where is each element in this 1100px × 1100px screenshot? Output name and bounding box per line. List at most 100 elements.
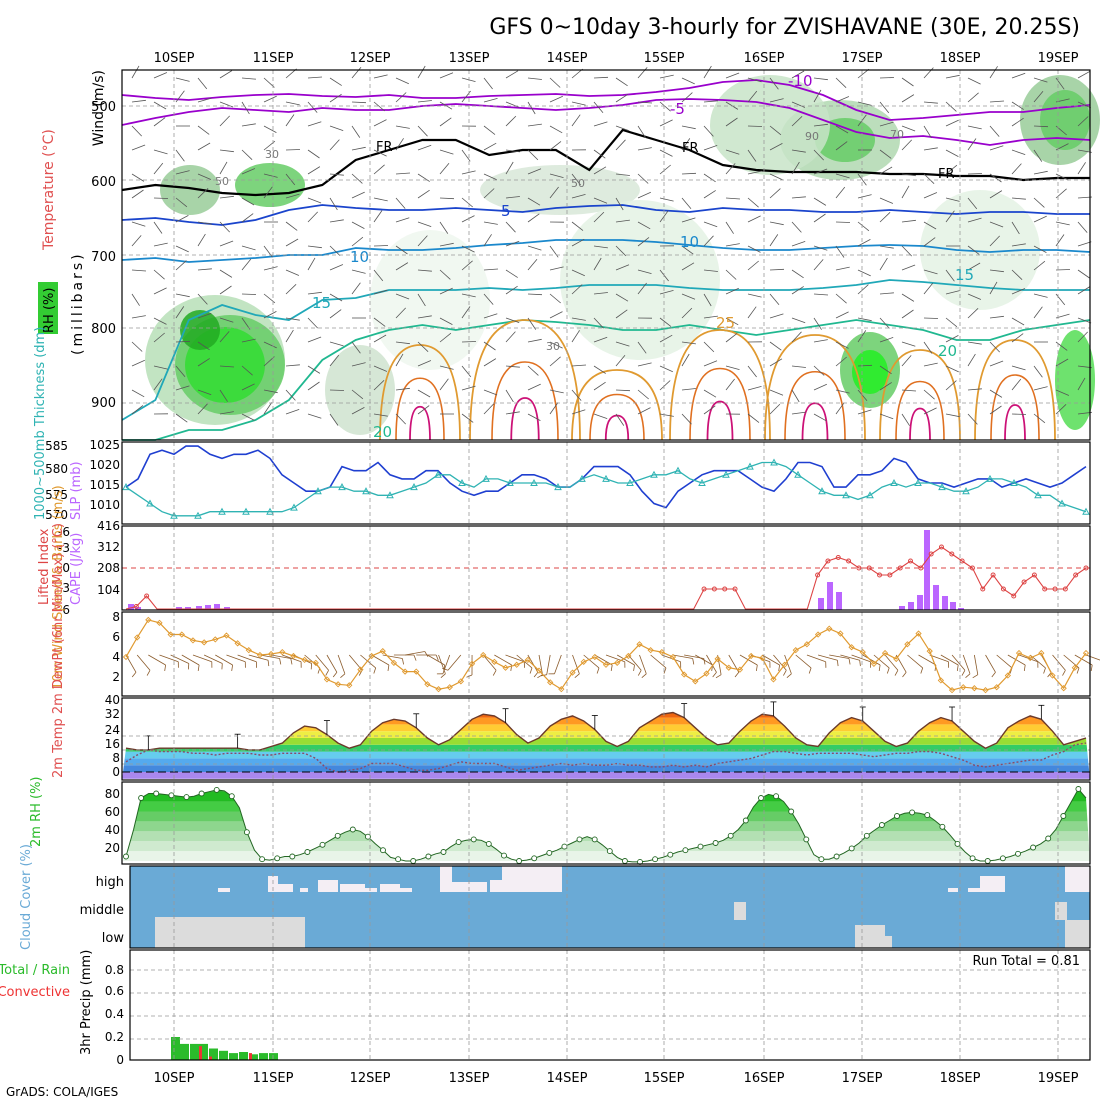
upper-wind-barb: [901, 125, 916, 132]
upper-wind-barb: [1077, 162, 1086, 175]
thickness-line: [125, 461, 1087, 517]
upper-wind-barb: [593, 257, 602, 271]
upper-wind-barb: [263, 125, 277, 133]
wind-barb-flag: [808, 667, 812, 674]
upper-wind-barb: [989, 360, 1004, 367]
wind-barb: [527, 654, 539, 673]
upper-wind-barb: [153, 162, 164, 175]
upper-wind-barb: [967, 262, 981, 271]
rh-point: [334, 832, 341, 839]
upper-wind-barb: [505, 411, 520, 415]
upper-wind-barb: [285, 114, 295, 127]
wind-barb: [985, 654, 996, 673]
upper-wind-barb: [879, 365, 892, 375]
rh-shade: [920, 190, 1040, 310]
rh-point: [561, 843, 568, 850]
upper-wind-barb: [285, 238, 299, 247]
upper-wind-barb: [989, 405, 1002, 415]
wind-barb-flag: [783, 670, 787, 676]
wind-barb: [371, 654, 390, 666]
upper-wind-barb: [879, 257, 888, 271]
upper-wind-barb: [945, 119, 959, 127]
upper-wind-barb: [461, 170, 476, 175]
upper-wind-barb: [1011, 288, 1026, 295]
upper-wind-barb: [857, 194, 872, 199]
high-cloud-block: [300, 888, 308, 892]
precip-tick: 0.4: [105, 1007, 124, 1021]
upper-wind-barb: [681, 413, 692, 425]
upper-wind-barb: [813, 168, 828, 175]
high-cloud-block: [340, 884, 365, 892]
li-tick: -6: [58, 525, 70, 539]
date-label: 11SEP: [253, 51, 294, 66]
upper-wind-barb: [527, 149, 539, 161]
wind-speed-point: [480, 651, 487, 659]
upper-wind-barb: [923, 341, 933, 354]
wind-barb: [482, 654, 497, 671]
precip-panel: Total / Rain Convective 3hr Precip (mm) …: [0, 950, 1090, 1067]
wind-barb-flag: [537, 674, 543, 679]
upper-wind-barb: [1033, 306, 1043, 319]
wind-barb-flag: [164, 664, 166, 671]
upper-wind-barb: [1033, 245, 1047, 253]
wind-label: Wind (m/s): [91, 70, 107, 146]
upper-wind-barb: [681, 353, 690, 367]
upper-wind-barb: [395, 413, 406, 425]
upper-wind-barb: [549, 77, 561, 88]
upper-wind-barb: [835, 186, 846, 199]
wind-speed-point: [1015, 649, 1023, 657]
wind-speed-point: [602, 661, 610, 668]
wind-barb-flag: [920, 667, 924, 674]
wind-barb: [929, 654, 949, 663]
wind-barb-flag: [231, 664, 233, 671]
wind-barb: [851, 654, 871, 663]
upper-wind-barb: [945, 290, 960, 295]
upper-wind-barb: [989, 235, 1000, 247]
thickness-point: [1010, 478, 1018, 486]
wind-barb-flag: [756, 664, 758, 671]
upper-wind-barb: [131, 221, 146, 227]
upper-wind-barb: [1011, 365, 1026, 371]
upper-wind-barb: [307, 197, 322, 204]
wind-barb-flag: [424, 651, 429, 657]
upper-wind-barb: [549, 389, 564, 394]
wind-speed-point: [279, 648, 286, 656]
wind-barb: [337, 654, 346, 674]
upper-wind-barb: [527, 77, 542, 80]
upper-wind-barb: [1055, 221, 1070, 226]
warm-isotherm: [990, 374, 1040, 441]
upper-wind-barb: [527, 101, 536, 115]
upper-wind-barb: [1011, 243, 1026, 247]
upper-wind-barb: [351, 67, 362, 79]
upper-wind-barb: [791, 389, 800, 403]
thickness-point: [506, 478, 514, 486]
rh-point: [364, 833, 371, 840]
run-total-label: Run Total = 0.81: [972, 954, 1080, 969]
cape-bar: [924, 530, 930, 610]
mid-cloud-block: [734, 902, 746, 920]
chart-title: GFS 0~10day 3-hourly for ZVISHAVANE (30E…: [489, 15, 1080, 40]
upper-wind-barb: [153, 101, 167, 110]
upper-wind-barb: [219, 285, 232, 295]
upper-wind-barb: [1033, 170, 1048, 175]
upper-wind-barb: [901, 293, 915, 302]
wind-speed-point: [770, 676, 777, 683]
upper-wind-barb: [241, 213, 254, 223]
upper-wind-barb: [241, 245, 256, 251]
upper-wind-barb: [329, 309, 342, 319]
wind-barb: [192, 654, 212, 663]
upper-wind-barb: [615, 264, 630, 271]
high-cloud-block: [278, 884, 293, 892]
upper-wind-barb: [571, 409, 586, 415]
upper-wind-barb: [197, 221, 212, 225]
wind-barb-flag: [715, 674, 722, 679]
upper-wind-barb: [329, 125, 344, 131]
wind-speed-point: [457, 678, 465, 685]
upper-wind-barb: [285, 221, 298, 231]
wind-speed-point: [390, 659, 398, 666]
upper-wind-barb: [769, 173, 783, 181]
upper-wind-barb: [351, 221, 365, 229]
upper-wind-barb: [417, 173, 430, 182]
upper-wind-barb: [307, 245, 322, 249]
upper-wind-barb: [241, 101, 250, 115]
